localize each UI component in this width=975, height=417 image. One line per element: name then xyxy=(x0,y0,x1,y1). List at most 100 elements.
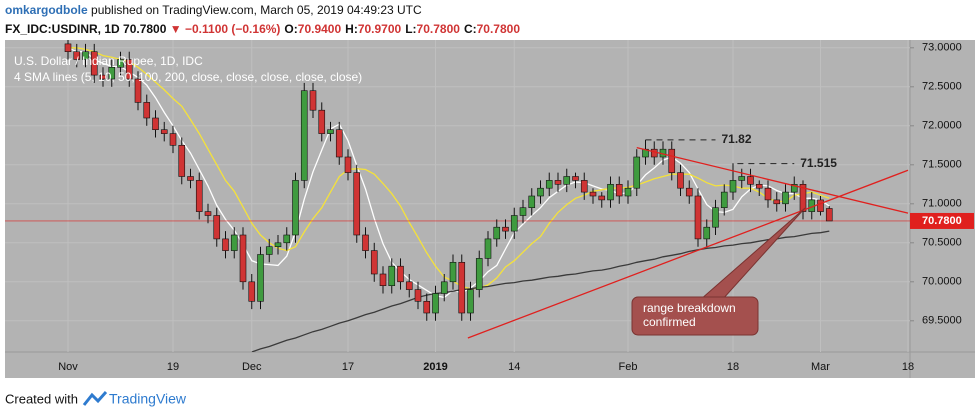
header-line: omkargodbole published on TradingView.co… xyxy=(5,3,422,17)
candle-body xyxy=(799,184,807,212)
chart-title: U.S. Dollar / Indian Rupee, 1D, IDC xyxy=(14,54,203,68)
trendline xyxy=(467,169,909,339)
candle-body xyxy=(484,238,492,259)
candle-body xyxy=(615,184,623,197)
candle-body xyxy=(694,195,702,240)
candle-body xyxy=(528,195,536,208)
x-tick-label: 18 xyxy=(727,361,739,373)
ohlc-value: 70.7800 xyxy=(477,22,521,36)
ohlc-value: 70.7800 xyxy=(417,22,461,36)
candle-body xyxy=(195,180,203,212)
candle-body xyxy=(257,254,264,302)
y-tick-label: 72.5000 xyxy=(922,81,962,93)
x-tick-label: 17 xyxy=(342,361,354,373)
ohlc-value: 70.9400 xyxy=(298,22,342,36)
candle-body xyxy=(782,191,789,205)
candle-body xyxy=(73,51,81,60)
ohlc-key: C: xyxy=(464,22,477,36)
candle-body xyxy=(580,180,588,193)
ohlc-key: H: xyxy=(345,22,358,36)
candle-body xyxy=(729,180,737,193)
candle-body xyxy=(353,172,361,236)
candle-body xyxy=(685,187,693,197)
sma-line xyxy=(251,230,830,352)
candle-body xyxy=(248,281,256,302)
down-arrow: ▼ xyxy=(170,22,182,36)
candle-body xyxy=(143,102,151,119)
candle-body xyxy=(650,148,658,158)
candle-body xyxy=(370,250,378,275)
level-label: 71.515 xyxy=(800,156,837,170)
candle-body xyxy=(117,59,124,68)
candle-body xyxy=(467,289,474,314)
candle-body xyxy=(712,207,719,228)
trendline xyxy=(636,147,909,214)
candle-body xyxy=(432,293,439,314)
last-price-label: 70.7800 xyxy=(922,215,962,227)
chart-subtitle: 4 SMA lines (5, 10, 50, 100, 200, close,… xyxy=(14,70,362,84)
candle-body xyxy=(677,172,684,189)
candle-body xyxy=(160,129,168,134)
ohlc-key: O: xyxy=(284,22,297,36)
candle-body xyxy=(624,187,632,197)
candle-body xyxy=(274,242,282,248)
candle-body xyxy=(633,156,641,189)
x-tick-label: Mar xyxy=(811,361,830,373)
candle-body xyxy=(598,195,606,201)
symbol: FX_IDC:USDINR, 1D xyxy=(5,22,120,36)
candle-body xyxy=(458,261,466,314)
y-tick-label: 73.0000 xyxy=(922,42,962,54)
callout-text: confirmed xyxy=(643,315,696,329)
candle-body xyxy=(703,226,711,240)
x-tick-label: Feb xyxy=(619,361,638,373)
candle-body xyxy=(222,238,229,251)
candle-body xyxy=(379,273,387,286)
x-tick-label: 19 xyxy=(167,361,179,373)
candle-body xyxy=(747,176,754,185)
x-tick-label: 18 xyxy=(902,361,914,373)
y-tick-label: 71.0000 xyxy=(922,198,962,210)
candle-body xyxy=(738,176,746,181)
candle-body xyxy=(283,234,291,244)
last: 70.7800 xyxy=(123,22,167,36)
callout-text: range breakdown xyxy=(643,301,736,315)
candle-body xyxy=(607,184,614,201)
x-tick-label: Dec xyxy=(242,361,262,373)
candle-body xyxy=(187,176,194,181)
candle-body xyxy=(817,199,824,212)
candle-body xyxy=(414,289,422,302)
candle-body xyxy=(265,246,273,255)
candle-body xyxy=(204,211,212,216)
candle-body xyxy=(790,184,798,193)
change: −0.1100 (−0.16%) xyxy=(185,22,280,36)
candle-body xyxy=(99,74,107,80)
candle-body xyxy=(292,180,299,236)
candle-body xyxy=(519,207,527,216)
candle-body xyxy=(423,300,431,314)
candle-body xyxy=(405,281,413,290)
candle-body xyxy=(755,184,763,189)
candle-body xyxy=(309,90,317,111)
candle-body xyxy=(90,51,98,76)
candle-body xyxy=(300,90,308,181)
candle-body xyxy=(572,176,579,181)
level-label: 71.82 xyxy=(722,132,752,146)
y-tick-label: 71.5000 xyxy=(922,159,962,171)
candle-body xyxy=(475,258,483,290)
candle-body xyxy=(825,208,833,222)
candle-body xyxy=(502,226,509,232)
footer-brand[interactable]: TradingView xyxy=(109,391,187,407)
candle-body xyxy=(64,43,72,53)
candle-body xyxy=(108,67,116,80)
ohlc-value: 70.9700 xyxy=(358,22,402,36)
candle-body xyxy=(213,215,221,240)
candle-body xyxy=(440,281,448,294)
symbol-line: FX_IDC:USDINR, 1D 70.7800 ▼ −0.1100 (−0.… xyxy=(5,22,520,36)
candle-body xyxy=(720,191,728,209)
candle-body xyxy=(397,265,404,283)
candle-body xyxy=(554,180,562,185)
candle-body xyxy=(239,234,247,283)
candle-body xyxy=(344,156,352,173)
candle-body xyxy=(152,117,159,130)
